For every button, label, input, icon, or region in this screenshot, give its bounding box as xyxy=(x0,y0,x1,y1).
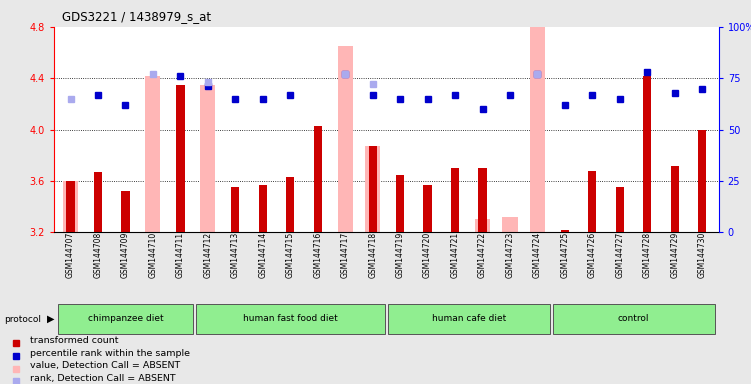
Text: value, Detection Call = ABSENT: value, Detection Call = ABSENT xyxy=(29,361,179,371)
Text: transformed count: transformed count xyxy=(29,336,118,345)
Bar xyxy=(424,185,432,232)
Bar xyxy=(258,185,267,232)
Text: GSM144718: GSM144718 xyxy=(368,232,377,278)
Bar xyxy=(195,304,385,334)
Text: GSM144710: GSM144710 xyxy=(149,232,158,278)
Text: GSM144715: GSM144715 xyxy=(286,232,294,278)
Bar xyxy=(146,76,161,232)
Text: control: control xyxy=(618,314,650,323)
Text: percentile rank within the sample: percentile rank within the sample xyxy=(29,349,189,358)
Text: GSM144727: GSM144727 xyxy=(615,232,624,278)
Bar xyxy=(530,27,545,232)
Bar xyxy=(58,304,193,334)
Bar xyxy=(588,170,596,232)
Bar xyxy=(94,172,102,232)
Text: GSM144708: GSM144708 xyxy=(94,232,103,278)
Bar xyxy=(475,220,490,232)
Text: GSM144716: GSM144716 xyxy=(313,232,322,278)
Text: GSM144711: GSM144711 xyxy=(176,232,185,278)
Text: GSM144714: GSM144714 xyxy=(258,232,267,278)
Text: GSM144721: GSM144721 xyxy=(451,232,460,278)
Text: GSM144729: GSM144729 xyxy=(670,232,679,278)
Bar xyxy=(502,217,517,232)
Bar xyxy=(478,168,487,232)
Bar xyxy=(122,191,130,232)
Bar xyxy=(63,181,78,232)
Bar xyxy=(66,181,74,232)
Text: protocol: protocol xyxy=(4,314,41,324)
Bar xyxy=(369,146,377,232)
Text: GDS3221 / 1438979_s_at: GDS3221 / 1438979_s_at xyxy=(62,10,211,23)
Text: GSM144723: GSM144723 xyxy=(505,232,514,278)
Text: GSM144719: GSM144719 xyxy=(396,232,405,278)
Text: human fast food diet: human fast food diet xyxy=(243,314,338,323)
Bar xyxy=(176,84,185,232)
Text: GSM144707: GSM144707 xyxy=(66,232,75,278)
Text: rank, Detection Call = ABSENT: rank, Detection Call = ABSENT xyxy=(29,374,175,383)
Bar xyxy=(616,187,624,232)
Bar xyxy=(451,168,459,232)
Bar xyxy=(388,304,550,334)
Text: GSM144712: GSM144712 xyxy=(204,232,213,278)
Text: human cafe diet: human cafe diet xyxy=(432,314,506,323)
Text: ▶: ▶ xyxy=(47,314,54,324)
Text: GSM144709: GSM144709 xyxy=(121,232,130,278)
Bar xyxy=(365,146,380,232)
Text: GSM144717: GSM144717 xyxy=(341,232,350,278)
Text: GSM144728: GSM144728 xyxy=(643,232,652,278)
Text: chimpanzee diet: chimpanzee diet xyxy=(88,314,163,323)
Bar xyxy=(338,46,353,232)
Bar xyxy=(671,166,679,232)
Bar xyxy=(553,304,715,334)
Bar xyxy=(314,126,322,232)
Bar xyxy=(231,187,240,232)
Bar xyxy=(396,175,404,232)
Bar xyxy=(643,76,651,232)
Text: GSM144726: GSM144726 xyxy=(588,232,597,278)
Text: GSM144730: GSM144730 xyxy=(698,232,707,278)
Bar xyxy=(286,177,294,232)
Text: GSM144713: GSM144713 xyxy=(231,232,240,278)
Bar xyxy=(201,84,216,232)
Text: GSM144724: GSM144724 xyxy=(533,232,542,278)
Bar xyxy=(698,130,707,232)
Text: GSM144722: GSM144722 xyxy=(478,232,487,278)
Bar xyxy=(561,230,569,232)
Text: GSM144720: GSM144720 xyxy=(423,232,432,278)
Text: GSM144725: GSM144725 xyxy=(560,232,569,278)
